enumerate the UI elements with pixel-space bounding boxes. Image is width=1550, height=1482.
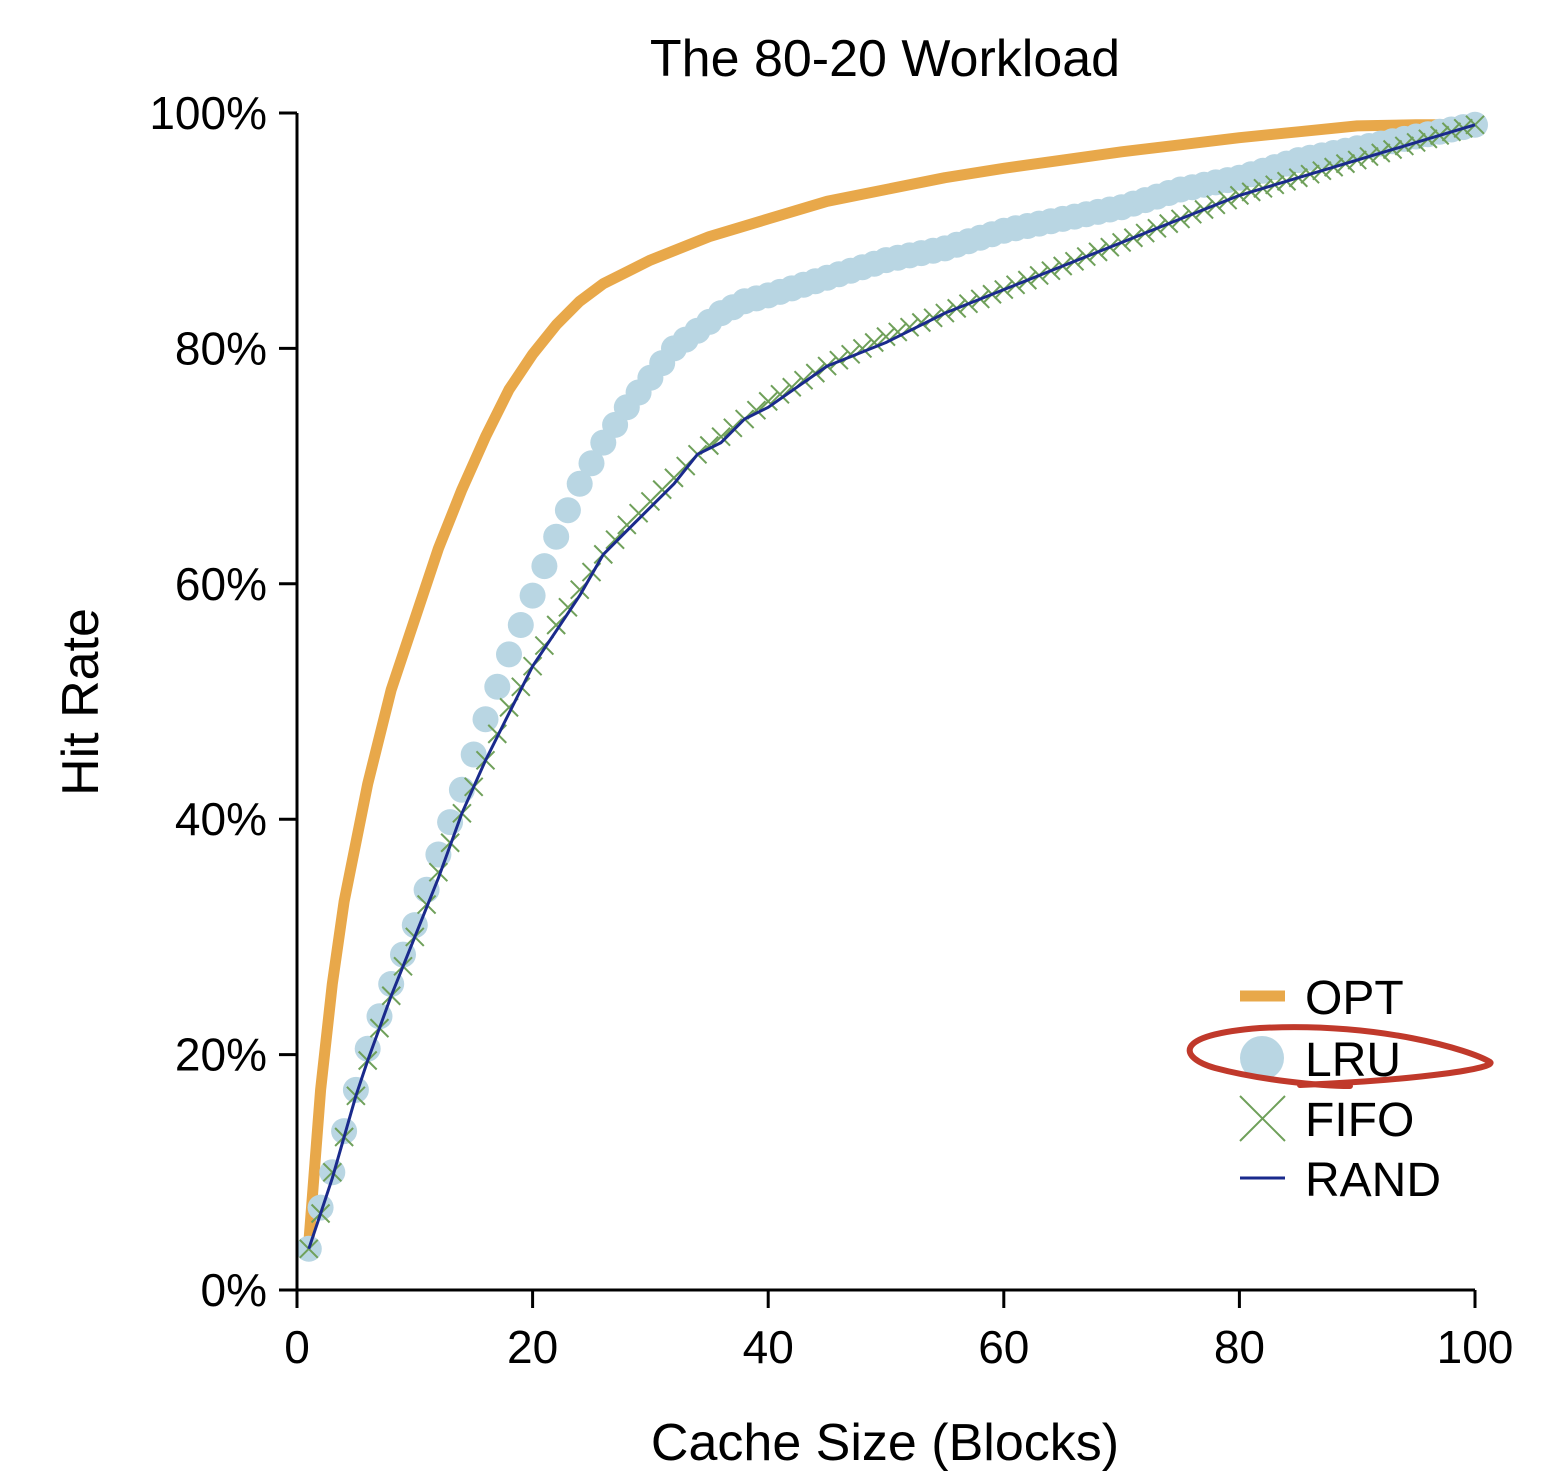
- x-tick-label: 100: [1437, 1321, 1514, 1373]
- legend-lru-swatch: [1240, 1036, 1284, 1080]
- x-tick-label: 0: [284, 1321, 310, 1373]
- y-axis-title: Hit Rate: [52, 608, 110, 796]
- lru-point: [342, 1076, 369, 1103]
- x-tick-label: 20: [507, 1321, 558, 1373]
- annotation-circle: [1186, 1024, 1494, 1089]
- lru-point: [413, 876, 440, 903]
- legend-label-opt: OPT: [1305, 972, 1404, 1025]
- lru-point: [472, 706, 499, 733]
- legend-label-rand: RAND: [1305, 1154, 1441, 1207]
- fifo-point: [605, 529, 625, 550]
- y-tick-label: 60%: [175, 558, 267, 610]
- fifo-point: [888, 322, 908, 342]
- lru-point: [554, 497, 581, 524]
- lru-point: [307, 1194, 334, 1221]
- lru-point: [496, 641, 522, 668]
- fifo-point: [546, 615, 566, 635]
- fifo-point: [322, 1162, 343, 1183]
- lru-point: [331, 1118, 358, 1145]
- x-tick-label: 40: [743, 1321, 794, 1373]
- lru-point: [531, 553, 558, 580]
- lru-point: [566, 470, 593, 497]
- lru-point: [460, 741, 487, 768]
- legend-label-fifo: FIFO: [1305, 1094, 1414, 1147]
- x-tick-label: 80: [1214, 1321, 1265, 1373]
- series-rand-line: [307, 123, 1476, 1250]
- fifo-point: [1465, 115, 1485, 135]
- lru-point: [519, 582, 546, 609]
- axes: 0% 20% 40% 60% 80% 100% 0 20 40 60 80 100: [149, 87, 1513, 1373]
- fifo-point: [758, 391, 778, 412]
- legend-fifo-swatch: [1239, 1095, 1286, 1142]
- lru-point: [484, 673, 511, 700]
- lru-point: [543, 523, 570, 550]
- fifo-point: [711, 426, 731, 447]
- y-tick-label: 0%: [201, 1264, 267, 1316]
- chart-title: The 80-20 Workload: [650, 30, 1120, 88]
- y-tick-label: 100%: [149, 87, 267, 139]
- fifo-point: [723, 418, 743, 438]
- fifo-point: [558, 597, 578, 618]
- fifo-point: [770, 384, 790, 405]
- fifo-point: [299, 1239, 319, 1259]
- plot-area: [295, 111, 1488, 1262]
- fifo-point: [428, 862, 449, 882]
- y-tick-label: 80%: [175, 322, 267, 374]
- fifo-point: [876, 326, 896, 347]
- lru-point: [578, 450, 605, 477]
- x-tick-label: 60: [978, 1321, 1029, 1373]
- x-axis-title: Cache Size (Blocks): [651, 1414, 1119, 1472]
- series-opt-line: [303, 119, 1481, 1249]
- y-tick-label: 40%: [175, 793, 267, 845]
- lru-point: [507, 612, 534, 638]
- y-tick-label: 20%: [175, 1029, 267, 1081]
